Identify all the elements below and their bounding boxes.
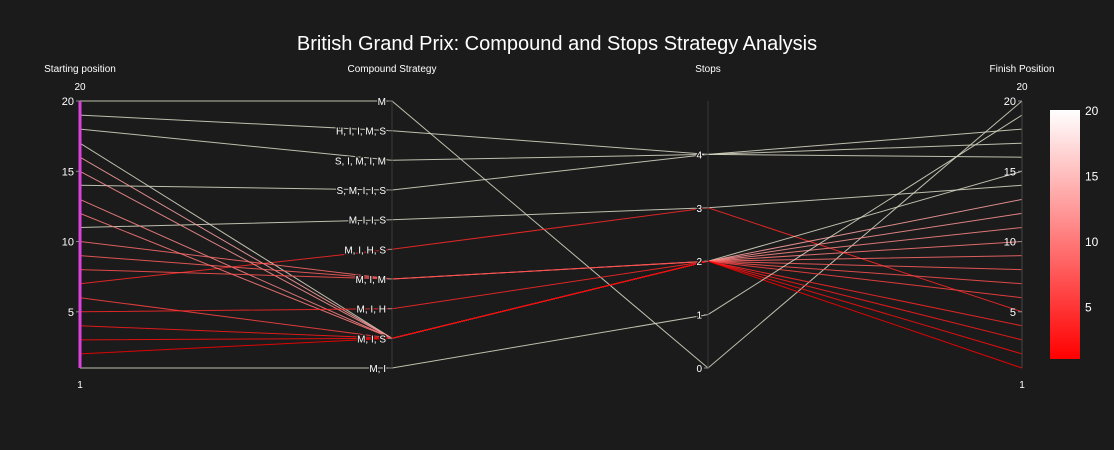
record-line-3	[79, 128, 1023, 191]
category-label: M, I, S	[357, 334, 386, 345]
record-line-5	[79, 207, 1023, 313]
category-label: M, I	[369, 364, 386, 375]
chart-title: British Grand Prix: Compound and Stops S…	[297, 33, 817, 55]
tick-label: 20	[1004, 96, 1016, 108]
axis-bottom-label-3: 1	[1019, 380, 1025, 391]
axis-bottom-label-0: 1	[77, 380, 83, 391]
record-lines	[79, 100, 1023, 369]
record-line-17	[79, 260, 1023, 355]
record-line-2	[79, 128, 1023, 161]
category-label: S, M, I, I, S	[337, 186, 387, 197]
record-line-0	[80, 100, 1023, 369]
category-label: M, I, H, S	[344, 245, 386, 256]
colorbar-tick-label: 5	[1085, 301, 1092, 315]
record-line-12	[79, 255, 1023, 280]
category-label: 1	[696, 311, 702, 322]
tick-label: 5	[1010, 307, 1016, 319]
axis-label-0: Starting position	[44, 64, 116, 75]
category-label: 3	[696, 204, 702, 215]
category-label: 0	[696, 364, 702, 375]
tick-label: 20	[62, 96, 74, 108]
tick-label: 10	[62, 237, 74, 249]
record-line-15	[79, 260, 1023, 327]
tick-label: 15	[1004, 166, 1016, 178]
category-label: M, I, M	[355, 275, 386, 286]
colorbar-tick-label: 10	[1085, 235, 1099, 249]
category-label: M, I, H	[357, 305, 386, 316]
colorbar-tick-label: 20	[1085, 104, 1099, 118]
colorbar-gradient	[1050, 110, 1080, 359]
record-line-8	[79, 170, 1023, 339]
record-line-16	[79, 260, 1023, 341]
record-line-1	[79, 114, 1023, 158]
axis-label-3: Finish Position	[989, 64, 1054, 75]
category-label: S, I, M, I, M	[335, 156, 386, 167]
axis-1: Compound Strategy M H, I, I, M, S S, I, M, …	[334, 64, 437, 376]
category-label: 2	[696, 257, 702, 268]
category-label: H, I, I, M, S	[336, 127, 386, 138]
category-label: M	[378, 97, 386, 108]
record-line-19	[80, 114, 1023, 369]
tick-label: 10	[1004, 237, 1016, 249]
category-label: 4	[696, 150, 702, 161]
record-line-7	[79, 156, 1023, 339]
record-line-4	[79, 184, 1023, 228]
colorbar: 5 10 15 20	[1050, 104, 1099, 359]
axis-label-1: Compound Strategy	[348, 64, 437, 75]
category-label: M, I, I, S	[349, 216, 387, 227]
axis-top-label-3: 20	[1016, 82, 1028, 93]
record-line-13	[79, 260, 1023, 285]
record-line-18	[79, 260, 1023, 369]
record-line-9	[79, 198, 1023, 339]
axis-label-2: Stops	[695, 64, 721, 75]
tick-label: 15	[62, 166, 74, 178]
tick-label: 5	[68, 307, 74, 319]
axis-2: Stops 4 3 2 1 0	[695, 64, 721, 376]
axis-top-label-0: 20	[74, 82, 86, 93]
colorbar-tick-label: 15	[1085, 170, 1099, 184]
